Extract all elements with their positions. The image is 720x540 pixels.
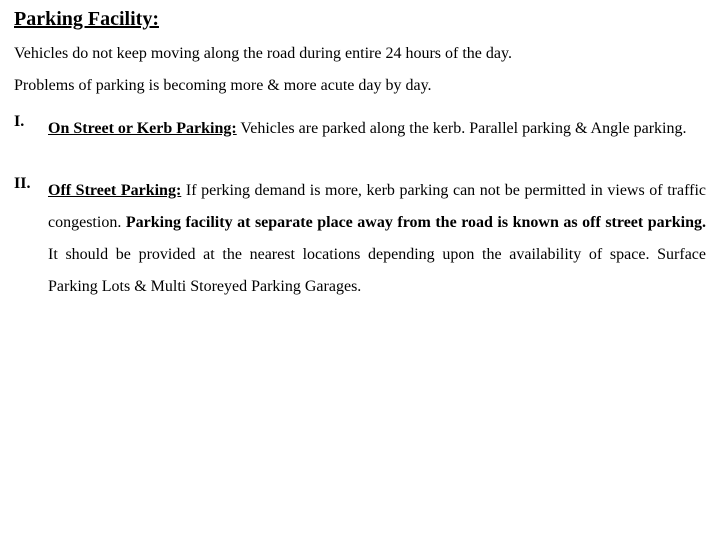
item2-body-b: It should be provided at the nearest loc…	[48, 246, 706, 295]
item2-title: Off Street Parking:	[48, 182, 181, 199]
document-page: Parking Facility: Vehicles do not keep m…	[0, 0, 720, 347]
page-heading: Parking Facility:	[14, 8, 706, 31]
item1-title: On Street or Kerb Parking:	[48, 120, 237, 137]
list-item-off-street: II. Off Street Parking: If perking deman…	[14, 175, 706, 303]
list-body-1: On Street or Kerb Parking: Vehicles are …	[48, 113, 706, 145]
list-body-2: Off Street Parking: If perking demand is…	[48, 175, 706, 303]
intro-line-2: Problems of parking is becoming more & m…	[14, 77, 706, 95]
item1-body: Vehicles are parked along the kerb. Para…	[237, 120, 687, 137]
parking-types-list: I. On Street or Kerb Parking: Vehicles a…	[14, 113, 706, 303]
list-marker-1: I.	[14, 113, 48, 131]
item2-bold-sentence: Parking facility at separate place away …	[126, 214, 706, 231]
list-item-on-street: I. On Street or Kerb Parking: Vehicles a…	[14, 113, 706, 145]
intro-line-1: Vehicles do not keep moving along the ro…	[14, 45, 706, 63]
list-marker-2: II.	[14, 175, 48, 193]
